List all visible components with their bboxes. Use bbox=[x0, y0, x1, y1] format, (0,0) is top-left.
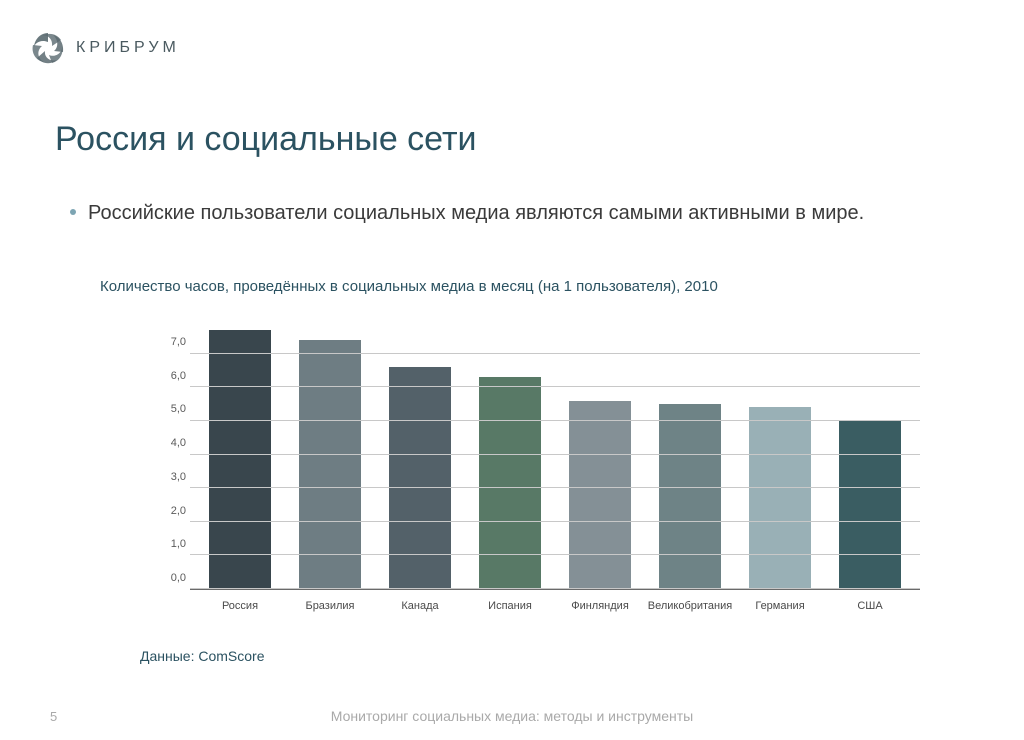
bar-slot bbox=[735, 320, 825, 589]
bullet-dot-icon bbox=[70, 209, 76, 215]
y-tick-label: 5,0 bbox=[150, 403, 186, 415]
y-tick-label: 0,0 bbox=[150, 572, 186, 584]
header: КРИБРУМ bbox=[30, 30, 180, 66]
bar bbox=[839, 421, 900, 589]
bar bbox=[389, 367, 450, 589]
bar-slot bbox=[465, 320, 555, 589]
gridline bbox=[190, 554, 920, 555]
gridline bbox=[190, 386, 920, 387]
data-source: Данные: ComScore bbox=[140, 648, 265, 664]
bar bbox=[659, 404, 720, 589]
bullet-item: Российские пользователи социальных медиа… bbox=[70, 200, 964, 227]
x-tick-label: Канада bbox=[375, 594, 465, 620]
x-tick-label: Бразилия bbox=[285, 594, 375, 620]
gridline bbox=[190, 420, 920, 421]
bullet-text: Российские пользователи социальных медиа… bbox=[88, 200, 864, 227]
bar bbox=[749, 407, 810, 589]
y-tick-label: 4,0 bbox=[150, 437, 186, 449]
swirl-logo-icon bbox=[30, 30, 66, 66]
gridline bbox=[190, 454, 920, 455]
page-title: Россия и социальные сети bbox=[55, 120, 477, 159]
brand-name: КРИБРУМ bbox=[76, 39, 180, 57]
x-tick-label: Финляндия bbox=[555, 594, 645, 620]
bar-slot bbox=[555, 320, 645, 589]
bar bbox=[479, 377, 540, 589]
y-tick-label: 7,0 bbox=[150, 336, 186, 348]
bar-slot bbox=[195, 320, 285, 589]
footer-text: Мониторинг социальных медиа: методы и ин… bbox=[0, 708, 1024, 724]
bar-slot bbox=[285, 320, 375, 589]
x-tick-label: США bbox=[825, 594, 915, 620]
bar-slot bbox=[645, 320, 735, 589]
x-tick-label: Великобритания bbox=[645, 594, 735, 620]
bar bbox=[299, 340, 360, 589]
x-tick-label: Германия bbox=[735, 594, 825, 620]
x-tick-label: Россия bbox=[195, 594, 285, 620]
y-tick-label: 1,0 bbox=[150, 538, 186, 550]
bar-slot bbox=[825, 320, 915, 589]
x-tick-label: Испания bbox=[465, 594, 555, 620]
bar-chart: РоссияБразилияКанадаИспанияФинляндияВели… bbox=[150, 320, 920, 620]
bar-slot bbox=[375, 320, 465, 589]
chart-title: Количество часов, проведённых в социальн… bbox=[100, 278, 718, 295]
y-tick-label: 3,0 bbox=[150, 471, 186, 483]
bar bbox=[569, 401, 630, 589]
bar bbox=[209, 330, 270, 589]
gridline bbox=[190, 588, 920, 589]
gridline bbox=[190, 487, 920, 488]
gridline bbox=[190, 353, 920, 354]
y-tick-label: 6,0 bbox=[150, 370, 186, 382]
gridline bbox=[190, 521, 920, 522]
y-tick-label: 2,0 bbox=[150, 505, 186, 517]
